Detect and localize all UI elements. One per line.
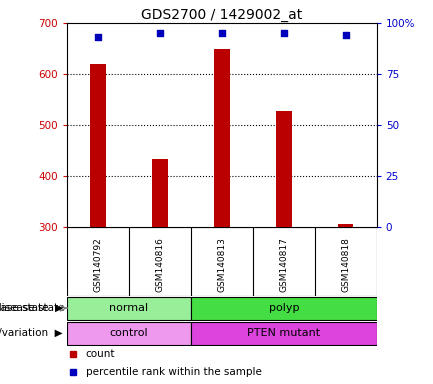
Text: GSM140818: GSM140818: [341, 237, 350, 292]
Text: GSM140816: GSM140816: [155, 237, 165, 292]
Text: normal: normal: [110, 303, 149, 313]
Bar: [276, 111, 291, 227]
Text: PTEN mutant: PTEN mutant: [247, 328, 320, 338]
Text: disease state: disease state: [0, 303, 64, 313]
Point: [156, 30, 163, 36]
Bar: [67, 322, 191, 344]
Text: polyp: polyp: [268, 303, 299, 313]
Text: GSM140817: GSM140817: [279, 237, 288, 292]
Text: count: count: [86, 349, 115, 359]
Point: [281, 30, 288, 36]
Point: [94, 34, 101, 40]
Text: GSM140792: GSM140792: [94, 237, 103, 292]
Point: [342, 32, 349, 38]
Bar: [214, 50, 229, 227]
Title: GDS2700 / 1429002_at: GDS2700 / 1429002_at: [141, 8, 303, 22]
Text: percentile rank within the sample: percentile rank within the sample: [86, 366, 262, 377]
Text: GSM140813: GSM140813: [217, 237, 226, 292]
Bar: [338, 224, 353, 227]
Text: genotype/variation  ▶: genotype/variation ▶: [0, 328, 63, 338]
Bar: [152, 159, 168, 227]
Bar: [191, 297, 377, 319]
Text: disease state  ▶: disease state ▶: [0, 303, 63, 313]
Bar: [90, 64, 106, 227]
Bar: [67, 297, 191, 319]
Bar: [191, 322, 377, 344]
Text: control: control: [110, 328, 149, 338]
Point: [218, 30, 225, 36]
